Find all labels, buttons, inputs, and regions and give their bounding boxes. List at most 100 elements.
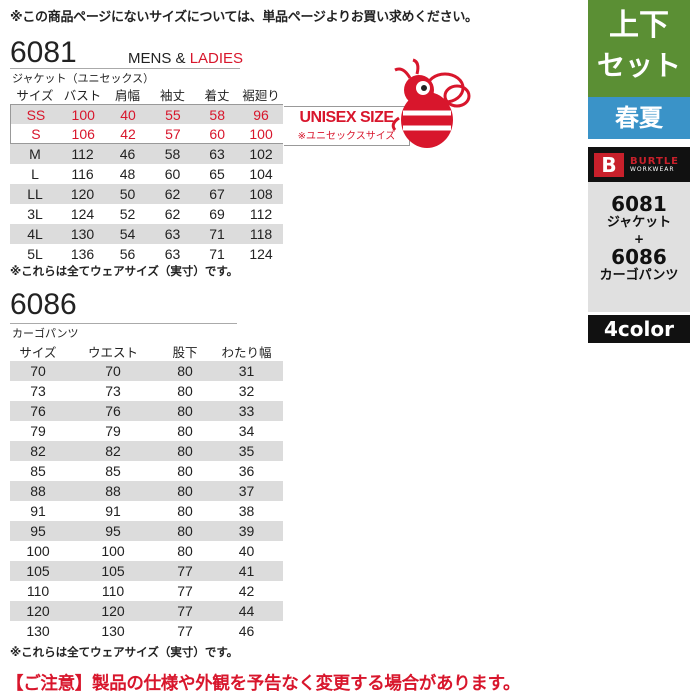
table-cell: 63 [164, 226, 181, 242]
table-row: 120 120 77 44 [10, 601, 283, 621]
pants-size-table: サイズ ウエスト 股下 わたり幅 70 70 80 31 73 73 80 32 76 76 80 33 79… [10, 341, 283, 641]
table-cell: 70 [30, 363, 46, 379]
set-line2: セット [596, 49, 681, 82]
jacket-note: ※これらは全てウェアサイズ（実寸）です。 [10, 264, 239, 278]
table-row: 100 100 80 40 [10, 541, 283, 561]
color-count-badge: 4color [588, 315, 690, 343]
table-cell: 77 [177, 623, 193, 639]
table-cell: 95 [105, 523, 121, 539]
table-row: 4L 130 54 63 71 118 [10, 224, 283, 244]
table-row: 82 82 80 35 [10, 441, 283, 461]
table-cell: 102 [249, 146, 273, 162]
table-cell: L [31, 166, 39, 182]
table-cell: 79 [30, 423, 46, 439]
table-cell: 46 [238, 623, 255, 639]
table-cell: 44 [238, 603, 255, 619]
table-cell: 40 [238, 543, 255, 559]
table-cell: 120 [70, 186, 95, 202]
pants-note: ※これらは全てウェアサイズ（実寸）です。 [10, 645, 239, 659]
table-cell: 104 [249, 166, 273, 182]
table-row: SS 100 40 55 58 96 [10, 104, 283, 124]
item1-name: ジャケット [606, 215, 672, 230]
table-cell: 100 [71, 106, 95, 123]
table-cell: 46 [119, 146, 136, 162]
size-availability-note: ※この商品ページにないサイズについては、単品ページよりお買い求めください。 [10, 10, 478, 25]
table-row: 3L 124 52 62 69 112 [10, 204, 283, 224]
table-row: L 116 48 60 65 104 [10, 164, 283, 184]
table-cell: 62 [164, 186, 181, 202]
table-row: 105 105 77 41 [10, 561, 283, 581]
table-cell: 95 [30, 523, 46, 539]
table-row: 95 95 80 39 [10, 521, 283, 541]
table-cell: 31 [238, 363, 255, 379]
table-cell: 42 [238, 583, 255, 599]
table-cell: 69 [209, 206, 225, 222]
table-cell: 130 [70, 226, 95, 242]
table-cell: 105 [26, 563, 50, 579]
unisex-title: UNISEX SIZE [299, 109, 394, 126]
table-cell: 57 [165, 125, 181, 142]
table-row: 88 88 80 37 [10, 481, 283, 501]
table-cell: 52 [119, 206, 136, 222]
table-cell: 73 [30, 383, 46, 399]
table-row: 5L 136 56 63 71 124 [10, 244, 283, 264]
table-cell: 39 [238, 523, 255, 539]
table-cell: 88 [30, 483, 46, 499]
table-row: LL 120 50 62 67 108 [10, 184, 283, 204]
table-cell: 100 [249, 125, 273, 142]
table-cell: 80 [177, 463, 193, 479]
table-cell: 80 [177, 443, 193, 459]
table-cell: 124 [70, 206, 95, 222]
header-cell: バスト [63, 87, 102, 103]
divider [10, 323, 237, 324]
table-cell: 32 [238, 383, 255, 399]
table-cell: 120 [101, 603, 125, 619]
header-cell: わたり幅 [221, 344, 272, 360]
table-cell: 105 [101, 563, 125, 579]
table-cell: 73 [105, 383, 121, 399]
bee-mascot-icon [391, 58, 471, 148]
table-cell: 85 [30, 463, 46, 479]
table-row: 85 85 80 36 [10, 461, 283, 481]
table-cell: 60 [209, 125, 225, 142]
table-row: 130 130 77 46 [10, 621, 283, 641]
table-cell: 71 [209, 246, 225, 262]
table-cell: 71 [209, 226, 225, 242]
table-cell: 62 [164, 206, 181, 222]
jacket-subtitle: ジャケット（ユニセックス） [12, 72, 155, 85]
header-cell: 袖丈 [159, 87, 185, 103]
header-cell: サイズ [19, 344, 57, 360]
table-cell: 40 [120, 106, 136, 123]
table-row: 73 73 80 32 [10, 381, 283, 401]
table-cell: 120 [26, 603, 50, 619]
table-row: 79 79 80 34 [10, 421, 283, 441]
unisex-subtitle: ※ユニセックスサイズ [297, 131, 396, 142]
table-cell: 88 [105, 483, 121, 499]
table-cell: 82 [30, 443, 46, 459]
bottom-notice: 【ご注意】製品の仕様や外観を予告なく変更する場合があります。 [6, 674, 521, 694]
header-cell: 肩幅 [114, 87, 140, 103]
table-cell: 77 [177, 603, 193, 619]
table-cell: 85 [105, 463, 121, 479]
table-cell: 100 [101, 543, 125, 559]
table-cell: 136 [70, 246, 95, 262]
plus-sign: + [633, 232, 645, 246]
table-cell: 76 [105, 403, 121, 419]
table-cell: 56 [119, 246, 136, 262]
table-cell: 55 [165, 106, 181, 123]
table-header: サイズ ウエスト 股下 わたり幅 [10, 341, 283, 361]
header-cell: ウエスト [87, 344, 138, 360]
table-cell: 80 [177, 543, 193, 559]
table-cell: 80 [177, 403, 193, 419]
table-cell: 63 [164, 246, 181, 262]
table-cell: 70 [105, 363, 121, 379]
table-cell: 80 [177, 423, 193, 439]
divider [10, 68, 240, 69]
table-cell: 108 [249, 186, 273, 202]
table-cell: 58 [164, 146, 181, 162]
table-cell: 96 [253, 106, 269, 123]
burtle-b-icon: B [594, 152, 624, 177]
table-cell: 112 [71, 146, 94, 162]
table-cell: 91 [30, 503, 46, 519]
header-cell: 股下 [172, 344, 198, 360]
